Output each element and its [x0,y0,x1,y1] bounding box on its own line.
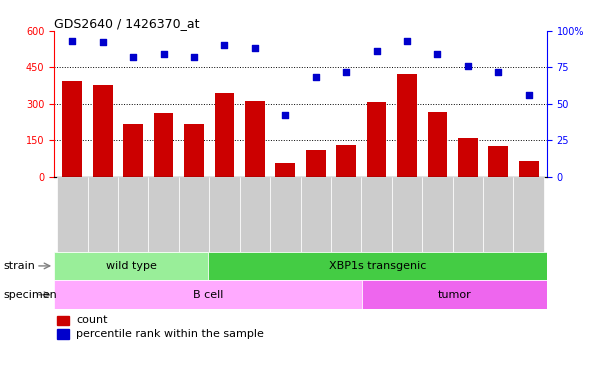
Bar [453,177,483,252]
Bar [56,329,69,339]
Bar [392,177,422,252]
Bar [118,177,148,252]
Bar [483,177,513,252]
Text: percentile rank within the sample: percentile rank within the sample [76,329,264,339]
Point [372,48,382,54]
Text: wild type: wild type [106,261,156,271]
Bar [57,177,88,252]
Bar [154,113,174,177]
Bar [93,85,112,177]
Text: strain: strain [3,261,35,271]
Bar [336,145,356,177]
Bar [331,177,361,252]
Point [67,38,77,44]
Text: specimen: specimen [3,290,56,300]
Bar [179,177,209,252]
Text: B cell: B cell [193,290,224,300]
Bar [300,177,331,252]
Bar [215,93,234,177]
Bar [209,177,240,252]
Bar [427,112,447,177]
Point [463,63,472,69]
Point [159,51,168,57]
Bar [63,81,82,177]
Bar [56,316,69,325]
Bar [123,124,143,177]
Bar [275,163,295,177]
Point [98,39,108,45]
Bar [245,101,265,177]
Bar [88,177,118,252]
Bar [367,103,386,177]
Bar [148,177,179,252]
Bar [270,177,300,252]
Point [433,51,442,57]
Point [341,68,351,74]
Text: XBP1s transgenic: XBP1s transgenic [329,261,426,271]
Point [189,54,199,60]
Bar [54,252,208,280]
Point [402,38,412,44]
Point [281,112,290,118]
Text: tumor: tumor [438,290,471,300]
Bar [306,150,326,177]
Point [524,92,534,98]
Bar [362,280,547,309]
Text: count: count [76,315,108,325]
Text: GDS2640 / 1426370_at: GDS2640 / 1426370_at [54,17,200,30]
Bar [513,177,544,252]
Point [493,68,503,74]
Point [219,42,229,48]
Bar [458,138,478,177]
Point [311,74,320,81]
Bar [519,161,538,177]
Bar [397,74,417,177]
Bar [422,177,453,252]
Point [129,54,138,60]
Bar [208,252,547,280]
Bar [54,280,362,309]
Bar [184,124,204,177]
Bar [240,177,270,252]
Point [250,45,260,51]
Bar [361,177,392,252]
Bar [489,146,508,177]
